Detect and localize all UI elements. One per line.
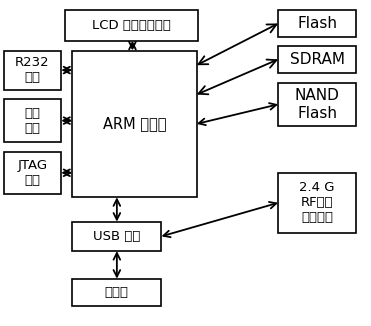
- Bar: [278, 46, 356, 73]
- Bar: [278, 83, 356, 126]
- Bar: [4, 99, 61, 142]
- Bar: [72, 222, 161, 251]
- Bar: [65, 10, 198, 41]
- Text: JTAG
端口: JTAG 端口: [17, 159, 47, 187]
- Bar: [278, 10, 356, 37]
- Text: R232
接口: R232 接口: [15, 56, 50, 84]
- Text: USB 接口: USB 接口: [93, 230, 141, 243]
- Bar: [72, 279, 161, 306]
- Bar: [72, 51, 197, 197]
- Text: NAND
Flash: NAND Flash: [295, 88, 339, 121]
- Text: ARM 处理器: ARM 处理器: [103, 116, 166, 131]
- Bar: [4, 51, 61, 90]
- Bar: [4, 152, 61, 194]
- Bar: [278, 173, 356, 233]
- Text: LCD 显示及触摸屏: LCD 显示及触摸屏: [92, 19, 171, 32]
- Text: 2.4 G
RF无线
通信模块: 2.4 G RF无线 通信模块: [299, 182, 335, 224]
- Text: 音频
接口: 音频 接口: [24, 107, 40, 135]
- Text: 打描仪: 打描仪: [105, 286, 129, 299]
- Text: Flash: Flash: [297, 16, 337, 31]
- Text: SDRAM: SDRAM: [290, 52, 345, 67]
